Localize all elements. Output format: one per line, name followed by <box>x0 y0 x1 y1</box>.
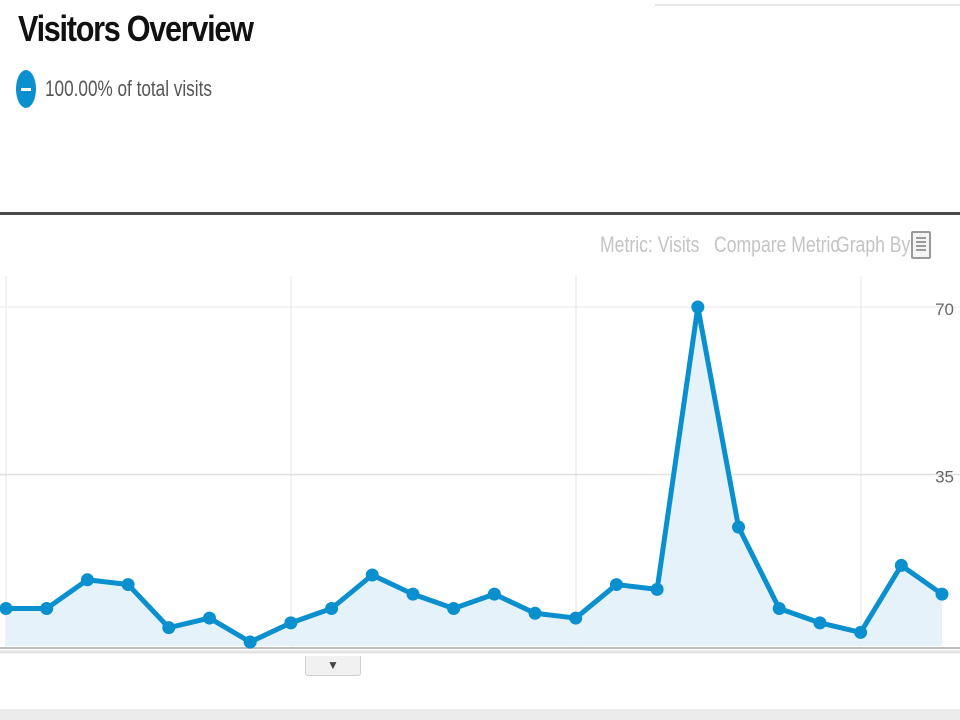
data-point-1 <box>40 602 54 615</box>
y-tick-label-0: 70 <box>935 300 954 319</box>
data-point-19 <box>772 602 786 615</box>
data-point-11 <box>447 602 461 615</box>
bottom-bar <box>0 709 960 720</box>
top-rule <box>655 4 960 6</box>
data-point-0 <box>0 602 13 615</box>
data-point-15 <box>609 578 623 592</box>
data-point-16 <box>650 582 664 596</box>
visits-chart: 70 35 <box>0 276 960 654</box>
graph-by-icon[interactable] <box>911 231 931 259</box>
data-point-17 <box>691 300 705 314</box>
data-point-10 <box>406 587 420 601</box>
series-line <box>6 304 944 645</box>
section-divider <box>0 212 960 215</box>
minus-bar <box>21 88 31 91</box>
data-point-20 <box>813 616 827 630</box>
data-point-13 <box>528 606 542 620</box>
data-point-18 <box>732 520 746 534</box>
data-point-9 <box>365 568 379 582</box>
data-point-14 <box>569 611 583 625</box>
data-point-5 <box>202 611 216 625</box>
graph-by-label: Graph By: <box>836 232 916 257</box>
data-point-6 <box>243 635 257 649</box>
segment-label: 100.00% of total visits <box>45 76 212 101</box>
triangle-down-icon: ▼ <box>327 658 339 672</box>
compare-metric-link[interactable]: Compare Metric <box>714 232 840 257</box>
segment-collapse-icon[interactable] <box>16 70 36 108</box>
chart-toggle-button[interactable]: ▼ <box>305 656 361 676</box>
data-point-3 <box>121 578 135 592</box>
series-area <box>6 307 942 646</box>
data-point-7 <box>284 616 298 630</box>
data-point-4 <box>162 621 176 635</box>
metric-selector[interactable]: Metric: Visits <box>600 232 700 257</box>
data-point-2 <box>80 573 94 587</box>
y-tick-label-1: 35 <box>935 468 954 487</box>
data-point-12 <box>487 587 501 601</box>
data-point-8 <box>325 602 339 615</box>
page-title: Visitors Overview <box>18 8 254 49</box>
data-point-21 <box>854 625 868 639</box>
data-point-22 <box>894 558 908 572</box>
data-point-23 <box>935 587 949 601</box>
